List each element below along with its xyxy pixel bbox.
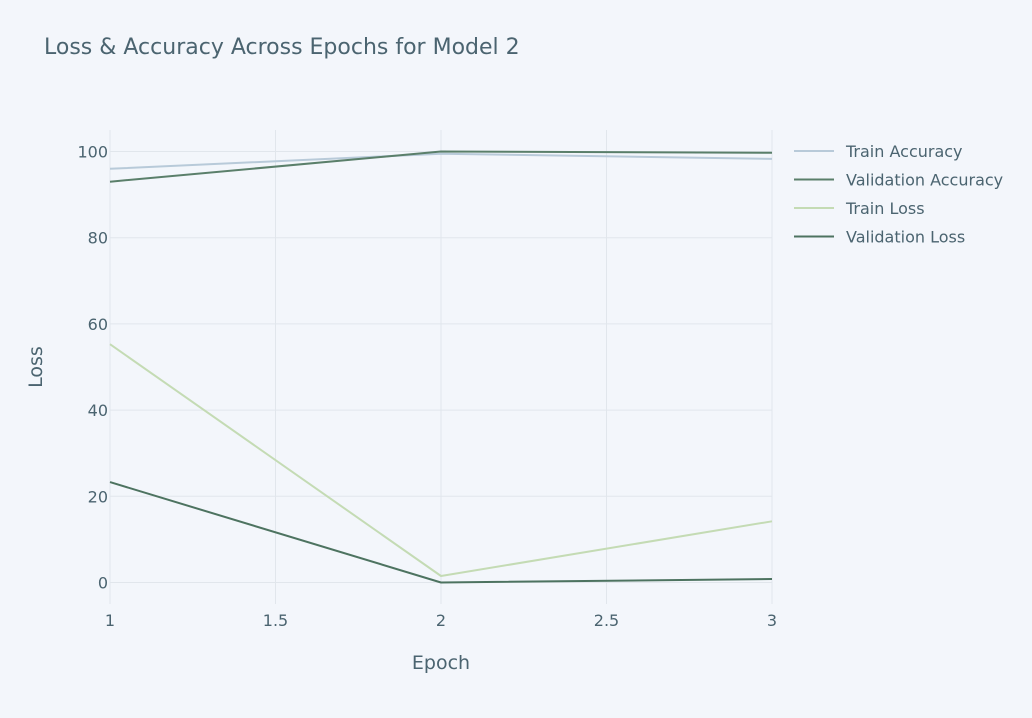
x-tick-label: 3 <box>767 611 777 630</box>
x-tick-label: 2 <box>436 611 446 630</box>
chart-title: Loss & Accuracy Across Epochs for Model … <box>44 35 520 60</box>
legend-label-train-loss: Train Loss <box>845 199 925 218</box>
legend: Train Accuracy Validation Accuracy Train L… <box>794 142 1003 247</box>
series-layer <box>109 150 773 584</box>
legend-label-train-accuracy: Train Accuracy <box>845 142 963 161</box>
x-tick-label: 1.5 <box>263 611 288 630</box>
y-axis-label: Loss <box>25 346 47 388</box>
x-axis-label: Epoch <box>412 652 470 674</box>
series-line-train-accuracy <box>109 152 773 170</box>
y-tick-label: 100 <box>77 143 108 162</box>
series-line-validation-loss <box>109 481 773 584</box>
y-tick-label: 40 <box>88 401 108 420</box>
y-tick-label: 60 <box>88 315 108 334</box>
x-tick-label: 2.5 <box>594 611 619 630</box>
y-tick-label: 80 <box>88 229 108 248</box>
y-axis-ticks: 0 20 40 60 80 100 <box>77 143 108 593</box>
legend-label-validation-accuracy: Validation Accuracy <box>846 171 1003 190</box>
series-line-validation-accuracy <box>109 150 773 183</box>
grid-layer <box>109 130 773 604</box>
x-axis-ticks: 1 1.5 2 2.5 3 <box>105 611 777 630</box>
series-line-train-loss <box>109 343 773 577</box>
legend-label-validation-loss: Validation Loss <box>846 228 965 247</box>
y-tick-label: 20 <box>88 487 108 506</box>
x-tick-label: 1 <box>105 611 115 630</box>
y-tick-label: 0 <box>98 573 108 592</box>
